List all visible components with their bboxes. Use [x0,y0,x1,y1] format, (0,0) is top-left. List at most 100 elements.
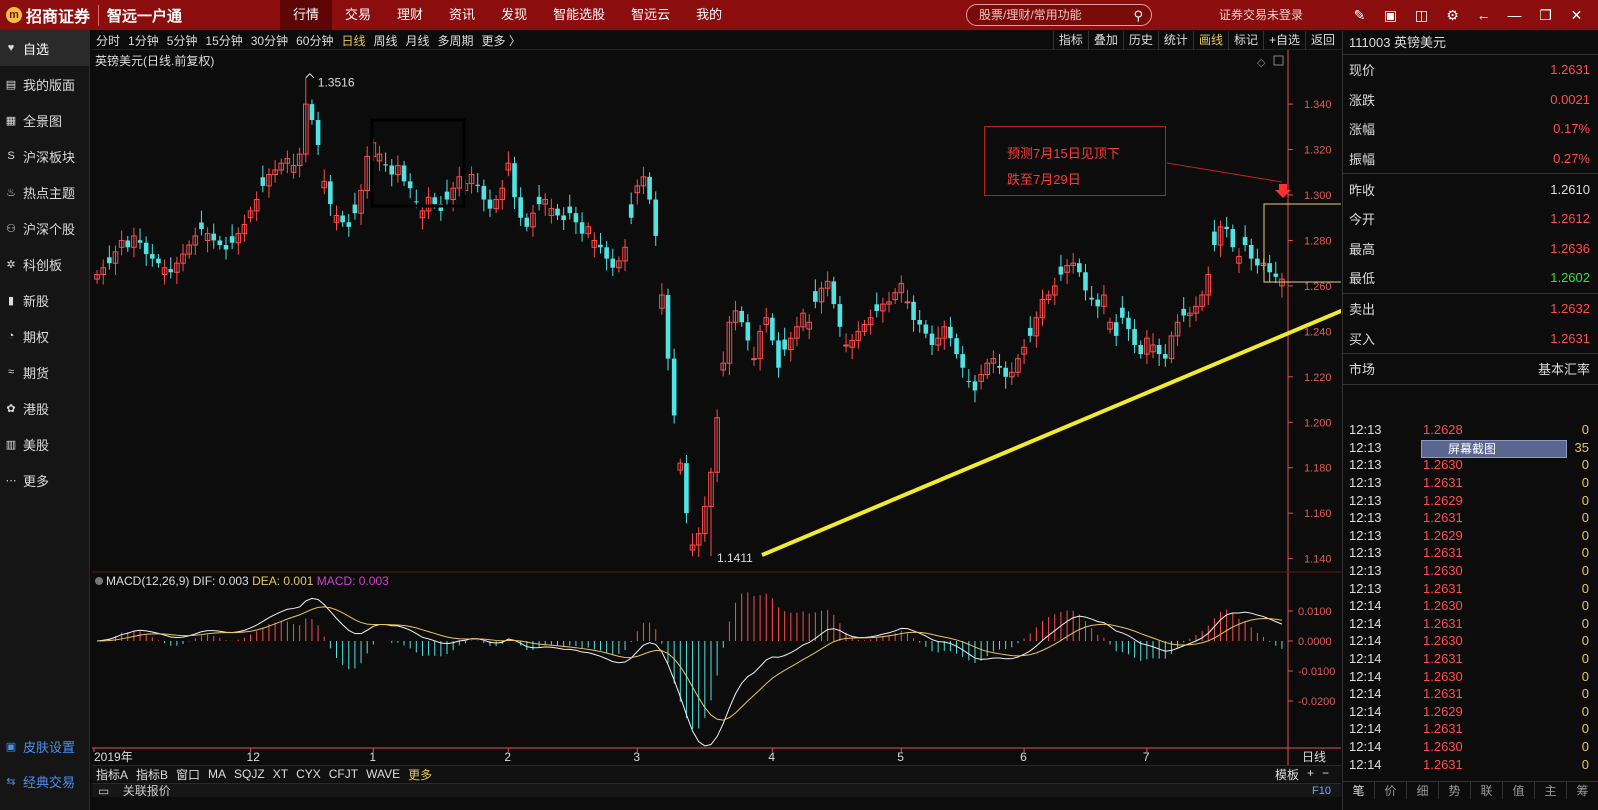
candle-body[interactable] [695,533,702,546]
candle-body[interactable] [229,236,235,243]
candle-body[interactable] [247,210,254,219]
candle-body[interactable] [1236,255,1242,264]
maximize-icon[interactable]: ❐ [1539,6,1552,23]
candle-body[interactable] [340,215,345,223]
tool-button-5[interactable]: 标记 [1227,31,1258,50]
candle-body[interactable] [948,326,953,339]
candle-body[interactable] [333,214,340,223]
candle-body[interactable] [966,380,972,382]
candle-body[interactable] [732,310,739,323]
candle-body[interactable] [94,274,100,280]
candle-body[interactable] [659,294,665,309]
candle-body[interactable] [395,164,401,176]
candle-body[interactable] [1162,354,1168,359]
indicator-tab-4[interactable]: SQJZ [234,767,265,781]
palette-icon[interactable]: ◫ [1414,6,1429,23]
period-tab-3[interactable]: 15分钟 [205,33,243,48]
nav-tab-4[interactable]: 发现 [501,7,528,22]
candle-body[interactable] [917,320,923,325]
candle-body[interactable] [407,181,413,189]
login-status[interactable]: 证券交易未登录 [1219,8,1304,22]
candle-body[interactable] [168,269,174,273]
candle-body[interactable] [800,312,806,328]
indicator-tab-5[interactable]: XT [272,767,289,781]
candle-body[interactable] [622,246,628,262]
candle-body[interactable] [708,471,714,507]
minimize-icon[interactable]: — [1507,7,1522,23]
tool-button-4[interactable]: 画线 [1192,31,1223,50]
candle-body[interactable] [1021,346,1027,355]
candlestick-chart[interactable]: 1.340 1.320 1.300 1.280 1.260 1.240 1.220 1.200… [92,50,1341,765]
candle-body[interactable] [315,120,321,145]
candle-body[interactable] [161,267,168,276]
candle-body[interactable] [468,174,475,185]
candle-body[interactable] [1083,272,1088,291]
candle-body[interactable] [1113,322,1119,336]
candle-body[interactable] [1174,321,1181,337]
candle-body[interactable] [376,153,383,162]
candle-body[interactable] [1273,273,1279,277]
macd-toggle-icon[interactable] [95,577,103,585]
sidebar-item-2[interactable]: ▦ 全景图 [0,102,89,138]
candle-body[interactable] [303,103,309,155]
indicator-tab-2[interactable]: 窗口 [176,767,201,782]
sidebar-item-5[interactable]: ⚇ 沪深个股 [0,210,89,246]
trend-line[interactable] [761,260,1341,557]
candle-body[interactable] [223,245,229,250]
candle-body[interactable] [1199,294,1205,307]
candle-body[interactable] [499,187,506,201]
candle-body[interactable] [794,326,800,339]
candle-body[interactable] [524,217,530,227]
nav-tab-5[interactable]: 智能选股 [553,7,606,22]
candle-body[interactable] [1064,264,1070,273]
sidebar-item-9[interactable]: ≈ 期货 [0,354,89,390]
indicator-tab-3[interactable]: MA [208,767,227,781]
candle-body[interactable] [671,358,677,416]
candle-body[interactable] [1033,317,1040,337]
detail-tab-3[interactable]: 势 [1439,782,1471,799]
candle-body[interactable] [174,262,180,273]
candle-body[interactable] [450,187,456,201]
candle-body[interactable] [186,244,192,255]
candle-body[interactable] [1224,226,1229,230]
nav-tab-3[interactable]: 资讯 [449,7,476,22]
candle-body[interactable] [751,358,757,361]
candle-body[interactable] [290,164,297,173]
candle-body[interactable] [867,317,874,326]
candle-body[interactable] [923,324,929,334]
candle-body[interactable] [444,191,450,200]
candle-body[interactable] [616,260,622,269]
candle-body[interactable] [1242,237,1248,245]
brand-logo[interactable]: m 招商证券 智远一户通 [6,4,182,26]
candle-body[interactable] [346,222,352,227]
candle-body[interactable] [389,165,395,175]
detail-tab-2[interactable]: 细 [1407,782,1439,799]
edit-icon[interactable]: ✎ [1353,6,1366,23]
candle-body[interactable] [653,199,659,236]
candle-body[interactable] [776,340,781,368]
back-icon[interactable]: ← [1476,7,1491,23]
candle-body[interactable] [813,291,818,302]
candle-body[interactable] [702,505,708,535]
candle-body[interactable] [714,417,720,473]
candle-body[interactable] [843,344,849,347]
candle-body[interactable] [898,283,905,294]
template-control-0[interactable]: 模板 [1274,767,1299,782]
detail-tab-6[interactable]: 主 [1535,782,1567,799]
candle-body[interactable] [505,162,512,171]
candle-body[interactable] [1003,367,1008,377]
candle-body[interactable] [739,310,744,323]
candle-body[interactable] [1027,327,1033,336]
candle-body[interactable] [745,322,751,341]
candle-body[interactable] [726,321,733,364]
candle-body[interactable] [880,303,886,312]
tool-button-1[interactable]: 叠加 [1087,31,1118,50]
candle-body[interactable] [567,206,573,214]
candle-body[interactable] [972,381,978,391]
candle-body[interactable] [598,244,603,248]
candle-body[interactable] [137,240,143,243]
candle-body[interactable] [1150,344,1156,353]
candle-body[interactable] [204,233,211,241]
candle-body[interactable] [1120,307,1125,318]
candle-body[interactable] [364,155,370,191]
